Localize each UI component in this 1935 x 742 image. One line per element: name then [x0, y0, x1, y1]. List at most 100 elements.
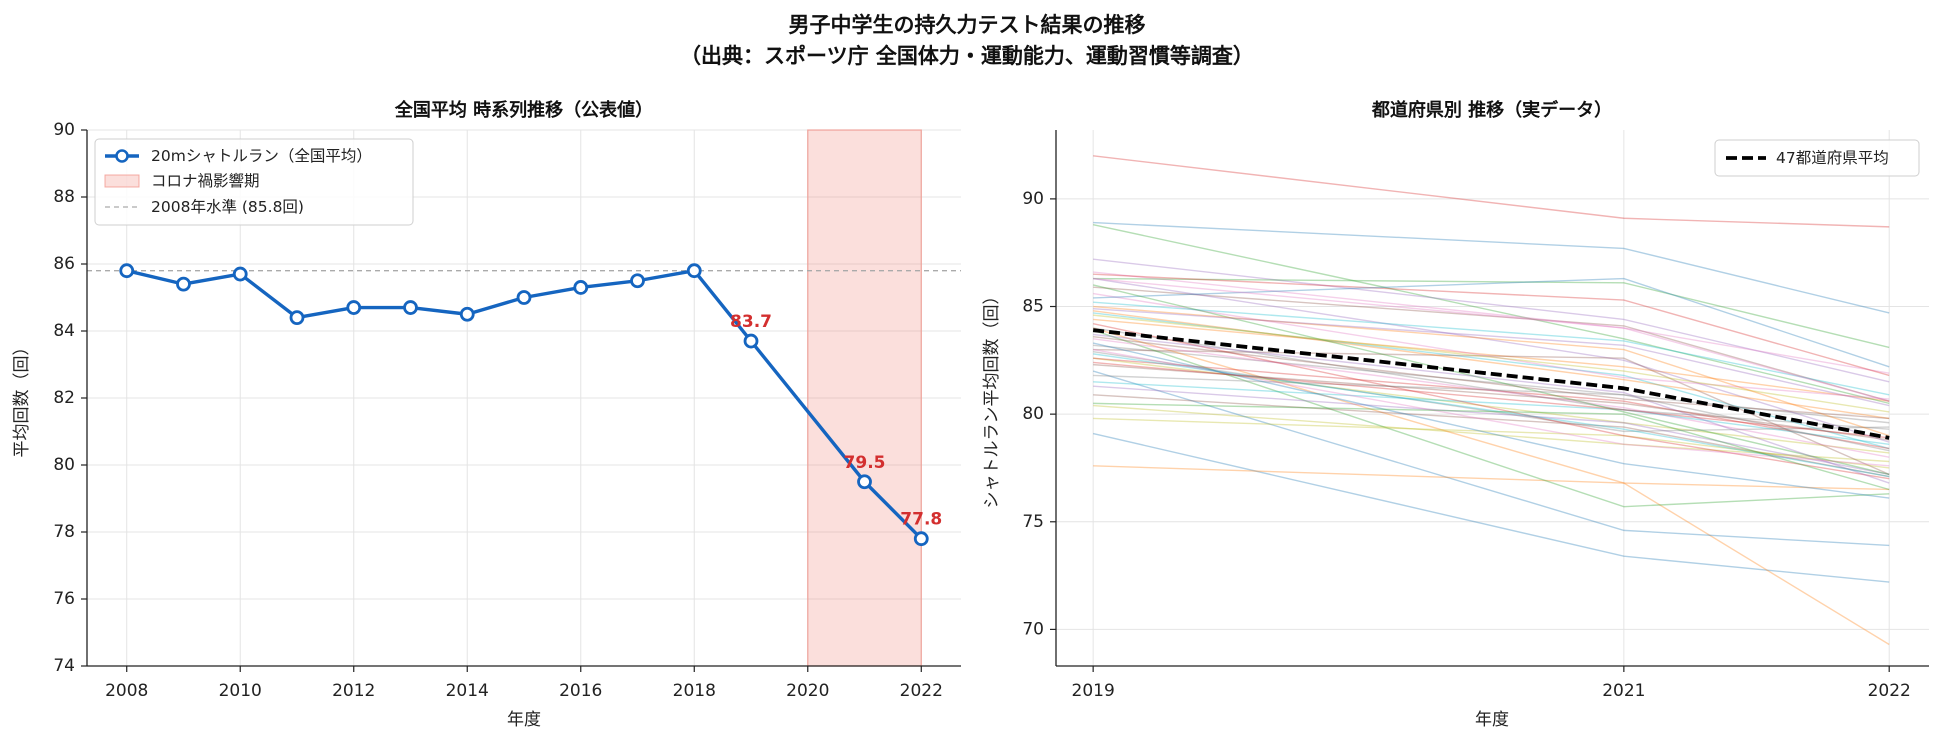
prefecture-line: [1092, 284, 1890, 476]
prefecture-line: [1093, 404, 1890, 463]
right-legend: 47都道府県平均: [1714, 139, 1920, 177]
prefecture-line: [1093, 348, 1890, 476]
prefecture-line: [1093, 417, 1890, 469]
left-y-tick-label: 74: [53, 656, 75, 676]
prefecture-line: [1093, 333, 1890, 484]
left-y-tick-label: 76: [53, 589, 75, 609]
prefecture-line: [1092, 342, 1890, 499]
left-y-tick-label: 78: [53, 522, 75, 542]
prefecture-line: [1093, 318, 1890, 402]
right-x-tick-label: 2019: [1072, 681, 1115, 701]
prefecture-line: [1092, 432, 1890, 583]
figure-title-line1: 男子中学生の持久力テスト結果の推移: [789, 13, 1146, 37]
data-point-2022: [913, 531, 929, 547]
left-x-tick-label: 2010: [219, 681, 262, 701]
data-point-2019: [743, 333, 759, 349]
prefecture-line: [1093, 277, 1890, 368]
prefecture-chart: 都道府県別 推移（実データ） 2019 2021 2022 70 75 80 85 90 年度…: [982, 99, 1929, 730]
prefecture-line: [1093, 357, 1890, 454]
prefecture-line: [1093, 351, 1890, 433]
left-plot-area: 83.7 79.5 77.8 2008 2010 2012 2014 2016 2018 2020…: [53, 120, 961, 701]
national-average-chart: 全国平均 時系列推移（公表値） 83.7 79.5 77.8 2008 2010 2012…: [12, 99, 961, 730]
data-point-2014: [459, 306, 475, 322]
prefecture-line: [1093, 277, 1890, 402]
data-point-2010: [232, 266, 248, 282]
prefecture-line: [1092, 370, 1890, 547]
prefecture-line: [1092, 329, 1890, 508]
data-point-2018: [686, 263, 702, 279]
national-average-line: [126, 269, 923, 540]
left-y-tick-label: 84: [53, 321, 75, 341]
prefecture-line: [1093, 310, 1890, 420]
left-x-tick-label: 2018: [673, 681, 716, 701]
legend-series-marker-swatch: [115, 149, 129, 163]
left-x-tick-label: 2014: [446, 681, 489, 701]
left-x-tick-label: 2008: [105, 681, 148, 701]
legend-shading-swatch: [104, 174, 140, 188]
data-point-2017: [630, 273, 645, 289]
data-point-2008: [119, 263, 135, 279]
annotation-2019: 83.7: [730, 312, 772, 332]
prefecture-line: [1093, 286, 1890, 402]
right-chart-title: 都道府県別 推移（実データ）: [1371, 99, 1612, 121]
prefecture-line: [1093, 394, 1890, 478]
prefecture-line: [1092, 327, 1890, 646]
prefecture-average-line: [1092, 328, 1890, 440]
prefecture-line: [1093, 323, 1890, 480]
prefecture-line: [1093, 312, 1890, 450]
prefecture-line: [1093, 338, 1890, 458]
annotation-2022: 77.8: [900, 510, 942, 530]
prefecture-line: [1093, 363, 1890, 441]
right-x-axis-label: 年度: [1475, 710, 1509, 730]
prefecture-line: [1093, 465, 1890, 491]
right-y-axis-label: シャトルラン平均回数（回）: [982, 288, 1002, 509]
prefecture-line: [1093, 221, 1890, 314]
prefecture-line: [1093, 357, 1890, 450]
left-y-axis-label: 平均回数（回）: [12, 339, 32, 458]
prefecture-line: [1093, 402, 1890, 491]
left-x-tick-label: 2016: [559, 681, 602, 701]
prefecture-line: [1093, 335, 1890, 420]
left-x-tick-label: 2020: [786, 681, 829, 701]
prefecture-line: [1093, 348, 1890, 467]
left-y-tick-label: 86: [53, 254, 75, 274]
prefecture-line: [1093, 277, 1890, 443]
legend-series-label: 20mシャトルラン（全国平均）: [151, 147, 372, 165]
legend-shading-label: コロナ禍影響期: [151, 172, 260, 190]
prefecture-line: [1093, 381, 1890, 445]
prefecture-line: [1093, 258, 1890, 383]
right-x-tick-label: 2021: [1602, 681, 1645, 701]
right-grid: [1056, 130, 1929, 666]
left-x-tick-label: 2012: [332, 681, 375, 701]
figure-title-line2: （出典：スポーツ庁 全国体力・運動能力、運動習慣等調査）: [680, 44, 1254, 68]
data-point-2011: [289, 310, 305, 326]
prefecture-line: [1093, 301, 1890, 396]
left-y-tick-label: 80: [53, 455, 75, 475]
prefecture-line: [1093, 314, 1890, 413]
left-y-tick-label: 88: [53, 187, 75, 207]
prefecture-line: [1093, 344, 1890, 424]
left-legend: 20mシャトルラン（全国平均） コロナ禍影響期 2008年水準 (85.8回): [94, 138, 414, 226]
prefecture-line: [1093, 361, 1890, 439]
prefecture-line: [1093, 155, 1890, 228]
prefecture-line: [1093, 277, 1890, 349]
right-x-tick-label: 2022: [1868, 681, 1911, 701]
data-point-2012: [346, 300, 362, 315]
prefecture-line: [1093, 271, 1890, 374]
right-plot-area: 2019 2021 2022 70 75 80 85 90: [1022, 130, 1929, 701]
right-y-tick-label: 85: [1022, 297, 1044, 317]
left-y-tick-label: 82: [53, 388, 75, 408]
left-y-tick-label: 90: [53, 120, 75, 140]
prefecture-line: [1093, 353, 1890, 478]
left-x-tick-label: 2022: [900, 681, 943, 701]
covid-period-shading: [807, 129, 922, 667]
right-y-tick-label: 70: [1022, 619, 1044, 639]
data-point-2015: [516, 290, 532, 305]
prefecture-line: [1093, 307, 1890, 407]
data-point-2016: [573, 280, 589, 295]
legend-reference-line-label: 2008年水準 (85.8回): [151, 198, 304, 216]
right-legend-box: [1714, 139, 1920, 177]
annotation-2021: 79.5: [844, 453, 886, 473]
